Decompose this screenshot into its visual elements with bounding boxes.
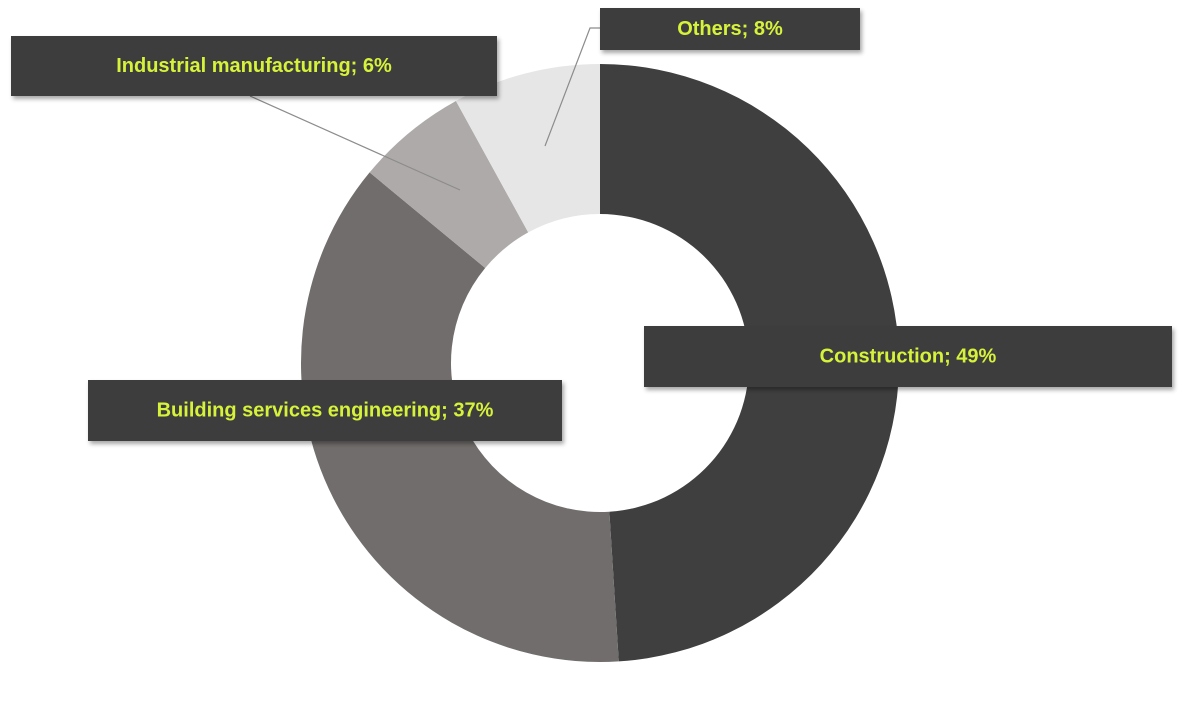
data-labels: Construction; 49% Building services engin… — [11, 8, 1172, 441]
data-label-construction: Construction; 49% — [644, 326, 1172, 387]
label-box — [88, 380, 562, 441]
label-box — [11, 36, 497, 96]
data-label-building-services-engineering: Building services engineering; 37% — [88, 380, 562, 441]
label-text: Construction; 49% — [820, 346, 997, 368]
label-box — [644, 326, 1172, 387]
label-text: Others; 8% — [677, 18, 783, 40]
label-text: Industrial manufacturing; 6% — [116, 55, 392, 77]
label-box — [600, 8, 860, 50]
data-label-industrial-manufacturing: Industrial manufacturing; 6% — [11, 36, 497, 96]
label-text: Building services engineering; 37% — [157, 400, 494, 422]
leader-line-others — [544, 27, 600, 147]
leader-lines — [249, 27, 600, 191]
data-label-others: Others; 8% — [600, 8, 860, 50]
leader-line-industrial-manufacturing — [249, 95, 461, 191]
slice-others — [455, 64, 600, 233]
